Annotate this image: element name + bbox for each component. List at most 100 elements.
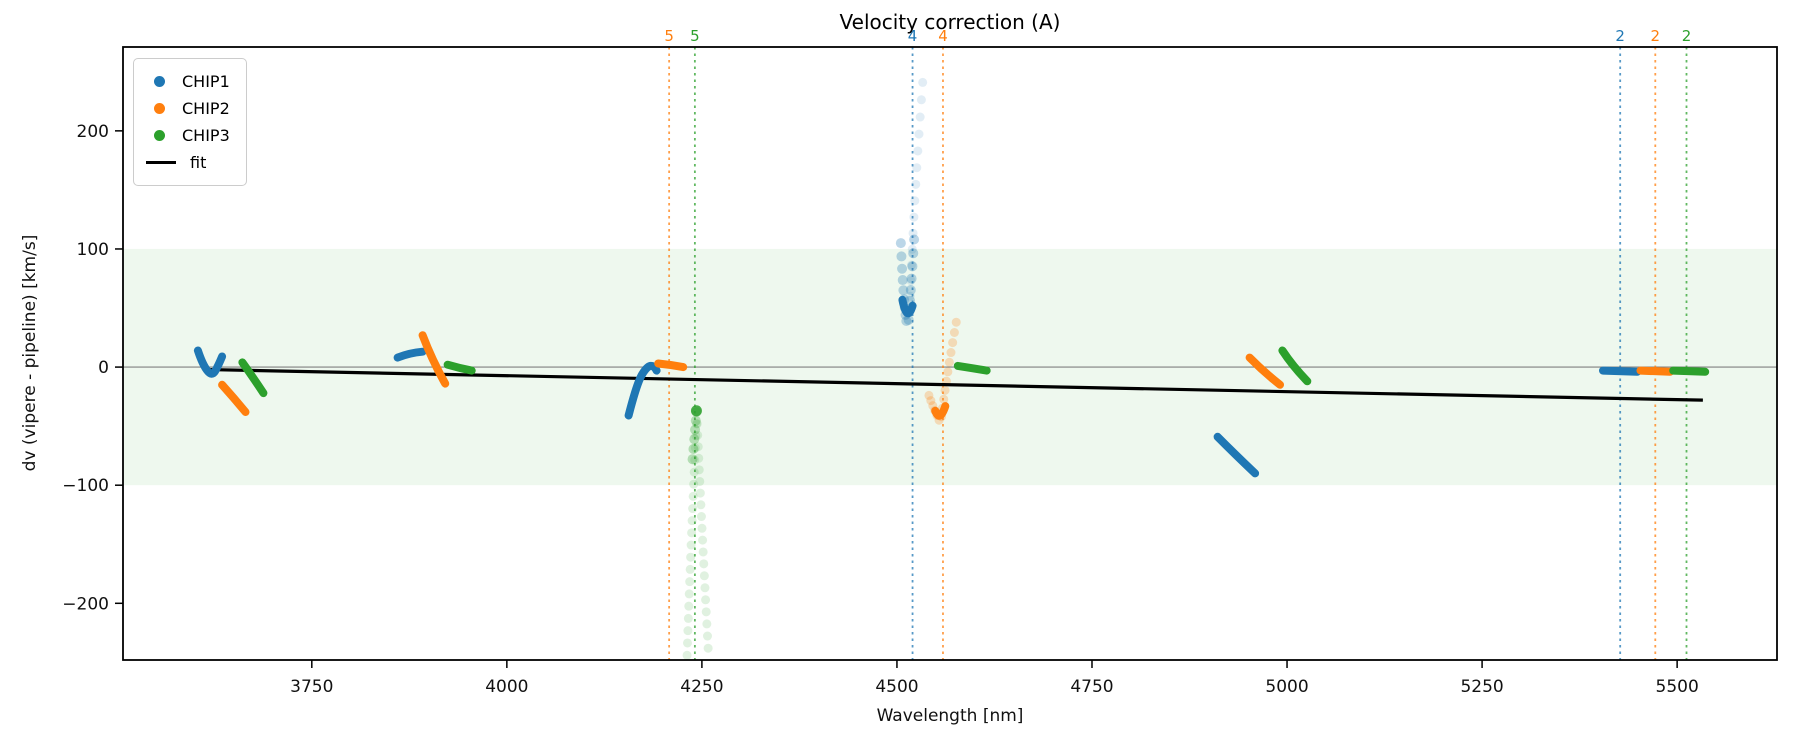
scatter-arc-chip2 — [654, 359, 688, 372]
legend-label: CHIP2 — [182, 99, 230, 118]
faint-dot — [690, 424, 701, 435]
faint-dot — [688, 491, 698, 501]
faint-dot — [696, 512, 706, 522]
faint-dot — [905, 291, 915, 301]
faint-dot — [698, 547, 708, 557]
faint-dot — [703, 643, 713, 653]
faint-dot — [699, 559, 709, 569]
scatter-arc-chip1 — [1599, 366, 1642, 376]
scatter-arc-chip2 — [931, 402, 950, 420]
legend: CHIP1 CHIP2 CHIP3 fit — [133, 58, 247, 186]
scatter-arc-chip2 — [218, 380, 250, 416]
faint-dot — [690, 415, 701, 426]
faint-dot — [690, 455, 700, 465]
legend-item-fit: fit — [146, 149, 230, 176]
faint-dot — [910, 196, 920, 206]
x-axis-label: Wavelength [nm] — [876, 706, 1024, 726]
faint-dot — [949, 327, 959, 337]
faint-dot — [701, 595, 711, 605]
fit-line — [202, 367, 1703, 402]
faint-dot — [690, 443, 700, 453]
faint-dot — [686, 540, 696, 550]
faint-dot — [939, 394, 949, 404]
faint-dot — [696, 500, 706, 510]
legend-label: CHIP3 — [182, 126, 230, 145]
faint-dot — [700, 583, 710, 593]
legend-item-chip3: CHIP3 — [146, 122, 230, 149]
y-tick-label: 200 — [77, 122, 109, 142]
faint-dot — [699, 571, 709, 581]
faint-dot — [909, 212, 919, 222]
scatter-arc-chip3 — [443, 360, 476, 375]
faint-dot — [702, 631, 712, 641]
legend-line-icon — [146, 161, 176, 164]
chart-title: Velocity correction (A) — [839, 10, 1061, 34]
faint-dot — [688, 504, 698, 514]
order-marker-label: 2 — [1615, 27, 1625, 45]
legend-dot-icon — [154, 103, 165, 114]
legend-dot-icon — [154, 130, 165, 141]
faint-dot — [683, 613, 693, 623]
faint-dot — [907, 244, 917, 254]
faint-dot — [694, 453, 704, 463]
faint-dot — [897, 275, 908, 286]
x-tick-label: 4750 — [1070, 677, 1113, 697]
legend-label: CHIP1 — [182, 72, 230, 91]
y-tick-label: 0 — [98, 358, 109, 378]
x-tick-label: 4250 — [680, 677, 723, 697]
scatter-arc-chip1 — [1213, 432, 1260, 478]
x-tick-label: 5500 — [1656, 677, 1699, 697]
faint-dot — [896, 251, 907, 262]
y-tick-label: −100 — [62, 476, 109, 496]
legend-dot-icon — [154, 76, 165, 87]
faint-dot — [946, 348, 956, 358]
faint-dot — [911, 179, 921, 189]
faint-dot — [702, 619, 712, 629]
faint-dot — [694, 465, 704, 475]
scatter-arc-chip2 — [1245, 353, 1284, 389]
faint-dot — [691, 419, 701, 429]
faint-dot — [903, 314, 914, 325]
faint-dot — [951, 317, 961, 327]
faint-dot — [912, 163, 922, 173]
scatter-arc-chip2 — [418, 331, 450, 388]
faint-dot — [943, 367, 953, 377]
faint-dot — [909, 234, 920, 245]
order-marker-label: 4 — [938, 27, 948, 45]
scatter-arc-chip1 — [393, 347, 427, 362]
faint-dot — [682, 650, 692, 660]
faint-dot — [695, 476, 705, 486]
faint-dot — [895, 238, 906, 249]
faint-dot — [924, 390, 934, 400]
y-tick-label: −200 — [62, 594, 109, 614]
faint-dot — [906, 276, 916, 286]
scatter-arc-chip3 — [1278, 346, 1312, 386]
plot-border — [122, 46, 1778, 661]
legend-item-chip1: CHIP1 — [146, 68, 230, 95]
faint-dot — [682, 638, 692, 648]
faint-dot — [695, 488, 705, 498]
scatter-arc-chip3 — [1669, 366, 1710, 376]
faint-dot — [908, 228, 918, 238]
faint-dot — [898, 285, 909, 296]
faint-dot — [687, 528, 697, 538]
x-tick-label: 4000 — [485, 677, 528, 697]
faint-dot — [693, 430, 703, 440]
faint-dot — [901, 316, 912, 327]
faint-dot — [701, 607, 711, 617]
scatter-arc-chip1 — [624, 361, 661, 420]
order-marker-label: 5 — [664, 27, 674, 45]
faint-dot — [697, 523, 707, 533]
scatter-arc-chip3 — [953, 361, 991, 375]
y-axis-label: dv (vipere - pipeline) [km/s] — [20, 234, 40, 472]
faint-dot — [915, 112, 925, 122]
faint-dot — [916, 95, 926, 105]
faint-dot — [944, 357, 954, 367]
legend-label: fit — [190, 153, 207, 172]
scatter-arc-chip1 — [898, 295, 917, 318]
x-tick-label: 5250 — [1460, 677, 1503, 697]
faint-dot — [907, 261, 918, 272]
faint-dot — [698, 535, 708, 545]
